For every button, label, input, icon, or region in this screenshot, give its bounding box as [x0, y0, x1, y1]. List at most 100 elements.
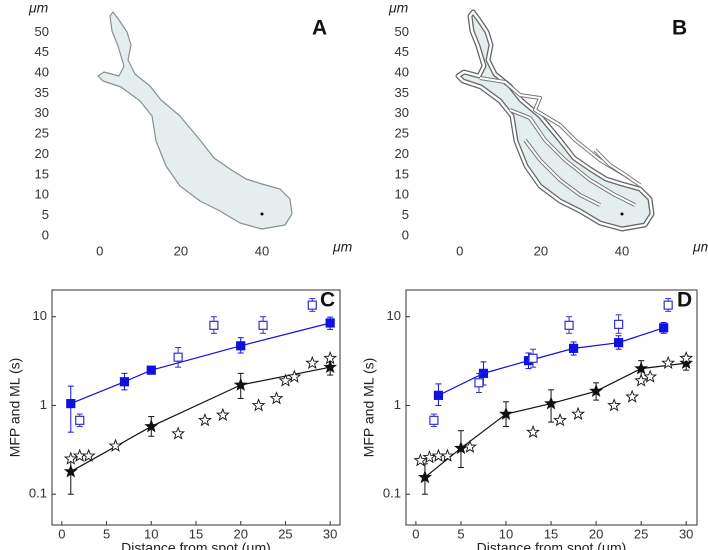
star-marker [544, 396, 558, 410]
x-tick-label: 0 [58, 526, 65, 541]
y-tick-label: 5 [402, 207, 409, 222]
y-tick-label: 45 [395, 44, 409, 59]
y-tick-label: 45 [35, 44, 49, 59]
x-axis-label: Distance from spot (μm) [121, 540, 271, 550]
star-marker [144, 419, 159, 433]
x-tick-label: 0 [412, 526, 419, 541]
y-tick-label: 40 [35, 65, 49, 80]
y-tick-label: 20 [395, 146, 409, 161]
square-marker [325, 318, 335, 328]
star-marker [571, 406, 586, 420]
star-marker [198, 413, 212, 427]
y-tick-label: 15 [395, 166, 409, 181]
square-marker [614, 319, 624, 329]
x-unit: μm [692, 239, 708, 255]
star-marker [233, 377, 248, 391]
panel-label: B [672, 17, 687, 40]
star-marker [679, 355, 694, 370]
y-tick-label: 10 [35, 187, 49, 202]
square-marker [474, 378, 484, 388]
x-tick-label: 30 [323, 526, 337, 541]
x-tick-label: 25 [634, 526, 648, 541]
cell-outline [97, 11, 293, 230]
y-tick-label: 25 [35, 126, 49, 141]
square-marker [119, 377, 130, 387]
y-tick-label: 35 [395, 85, 409, 100]
star-marker [251, 398, 266, 412]
y-tick-label: 40 [395, 65, 409, 80]
x-tick-label: 20 [589, 526, 603, 541]
star-marker [661, 355, 676, 370]
star-marker [305, 355, 320, 370]
y-tick-label: 25 [395, 126, 409, 141]
star-marker [269, 391, 284, 405]
x-unit: μm [332, 239, 353, 255]
x-tick-label: 5 [457, 526, 464, 541]
y-tick-label: 1 [394, 397, 401, 412]
star-marker [287, 369, 302, 383]
y-tick-label: 35 [35, 85, 49, 100]
star-marker [643, 369, 658, 383]
star-marker [63, 464, 78, 478]
y-tick-label: 1 [40, 397, 47, 412]
y-tick-label: 10 [33, 308, 47, 323]
y-axis-label: MFP and ML (s) [7, 358, 23, 458]
x-tick-label: 30 [679, 526, 693, 541]
star-marker [634, 361, 649, 375]
panel-label: A [312, 17, 327, 40]
square-marker [173, 352, 183, 362]
contour-inner [524, 139, 601, 206]
y-tick-label: 0 [42, 227, 49, 242]
star-marker [413, 453, 428, 467]
y-tick-label: 0.1 [383, 486, 401, 501]
star-marker [526, 424, 540, 439]
star-marker [499, 406, 513, 420]
y-tick-label: 50 [395, 24, 409, 39]
star-marker [81, 448, 96, 462]
star-marker [171, 426, 186, 440]
y-tick-label: 5 [42, 207, 49, 222]
y-tick-label: 15 [35, 166, 49, 181]
series-line [438, 327, 664, 396]
panel-label: C [320, 289, 335, 312]
x-tick-label: 0 [456, 243, 463, 258]
square-marker [209, 320, 219, 330]
y-tick-label: 50 [35, 24, 49, 39]
square-marker [429, 415, 439, 425]
x-tick-label: 20 [233, 526, 247, 541]
contour-inner [509, 109, 636, 206]
y-tick-label: 10 [387, 308, 401, 323]
square-marker [66, 398, 76, 409]
x-tick-label: 15 [544, 526, 558, 541]
y-tick-label: 10 [395, 187, 409, 202]
y-tick-label: 30 [35, 105, 49, 120]
star-marker [422, 450, 437, 464]
x-tick-label: 5 [103, 526, 110, 541]
star-marker [108, 438, 123, 452]
y-tick-label: 0.1 [29, 486, 47, 501]
square-marker [433, 390, 444, 400]
panel-label: D [677, 289, 692, 312]
x-axis-label: Distance from spot (μm) [477, 540, 627, 550]
star-marker [634, 373, 649, 387]
y-unit: μm [28, 0, 49, 16]
x-tick-label: 40 [615, 243, 629, 258]
error-bar [67, 385, 74, 433]
contour-inner [594, 149, 631, 179]
square-marker [258, 320, 268, 330]
star-marker [625, 389, 640, 403]
square-marker [564, 320, 574, 330]
y-unit: μm [388, 0, 409, 16]
x-tick-label: 20 [534, 243, 548, 258]
square-marker [75, 415, 85, 425]
y-tick-label: 30 [395, 105, 409, 120]
star-marker [417, 470, 432, 484]
y-tick-label: 0 [402, 227, 409, 242]
x-tick-label: 10 [144, 526, 158, 541]
star-marker [63, 451, 78, 465]
spot [260, 212, 264, 216]
x-tick-label: 25 [278, 526, 292, 541]
square-marker [663, 300, 673, 310]
